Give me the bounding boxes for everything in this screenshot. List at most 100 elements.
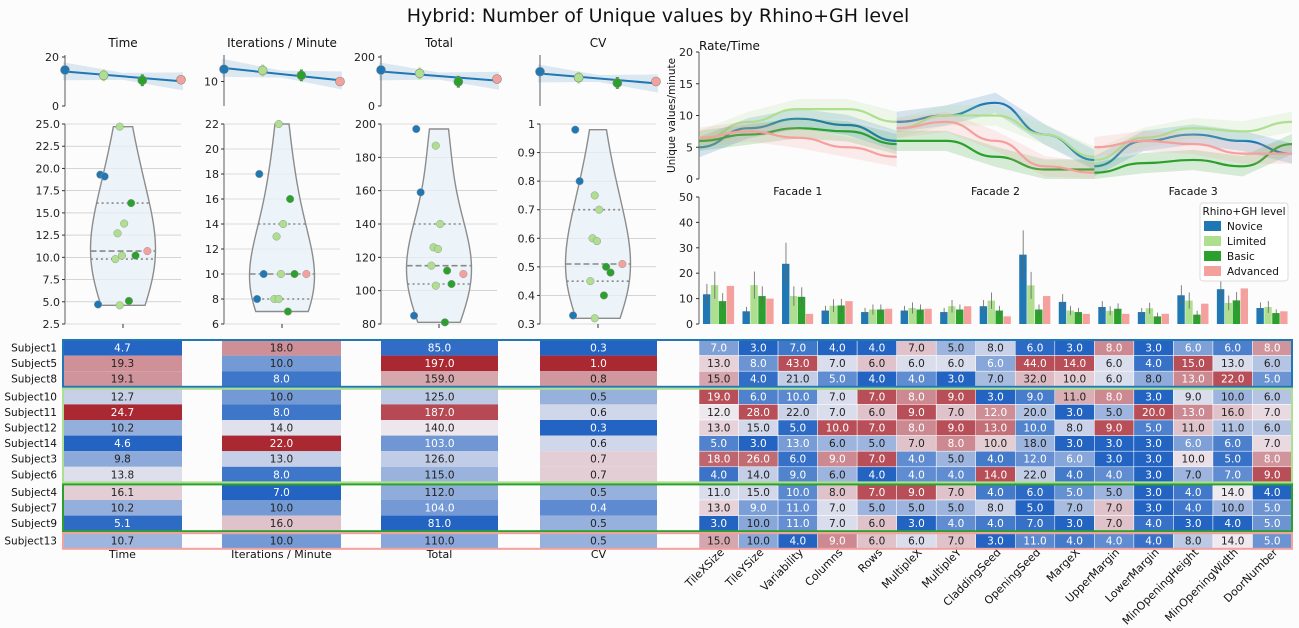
- data-point-limited: [431, 281, 440, 290]
- legend-swatch-basic: [1204, 251, 1221, 261]
- bar-advanced: [1082, 313, 1090, 324]
- param-cell-value: 7.0: [1264, 407, 1281, 419]
- bar-limited: [1224, 302, 1233, 324]
- param-cell-value: 8.0: [1185, 536, 1202, 548]
- param-cell-value: 10.0: [1181, 454, 1204, 466]
- legend-label-novice: Novice: [1227, 221, 1263, 233]
- param-cell-value: 4.0: [987, 518, 1004, 530]
- bar-basic: [1114, 308, 1122, 324]
- data-point-limited: [274, 119, 283, 129]
- metric-cell-value: 8.0: [273, 374, 290, 386]
- metric-cell-value: 0.3: [590, 343, 607, 355]
- rate-ci-band-limited: [699, 98, 897, 152]
- row-label: Subject12: [4, 423, 57, 435]
- y-tick-label: 10: [679, 110, 693, 123]
- bar-novice: [900, 310, 909, 324]
- data-point-limited: [276, 269, 286, 279]
- metric-cell: [63, 355, 182, 372]
- metric-cell: [222, 371, 341, 387]
- y-tick-label: 160: [355, 185, 376, 198]
- param-cell-value: 7.0: [1224, 469, 1241, 481]
- param-cell-value: 26.0: [747, 454, 770, 466]
- param-cell-value: 3.0: [1185, 518, 1202, 530]
- metric-cell-value: 103.0: [424, 438, 454, 450]
- param-cell-value: 13.0: [707, 503, 730, 515]
- bar-advanced: [766, 298, 774, 324]
- metric-cell: [63, 340, 182, 356]
- param-cell-value: 7.0: [789, 343, 806, 355]
- rate-line-advanced: [698, 130, 897, 158]
- param-cell-value: 4.0: [987, 454, 1004, 466]
- param-cell-value: 3.0: [1066, 518, 1083, 530]
- metric-cell-value: 13.8: [111, 469, 134, 481]
- rate-line-limited: [698, 108, 897, 142]
- y-tick-label: 12: [205, 243, 219, 256]
- bar-basic: [916, 309, 924, 324]
- param-cell-value: 4.0: [1145, 358, 1162, 370]
- param-column-label: MinOpeningHeight: [1120, 545, 1202, 627]
- metric-cell: [63, 484, 182, 500]
- row-label: Subject5: [11, 358, 57, 370]
- mean-point-limited: [573, 72, 584, 83]
- param-cell-value: 10.0: [826, 423, 849, 435]
- row-label: Subject8: [11, 374, 57, 386]
- metric-cell-value: 197.0: [424, 358, 454, 370]
- data-point-advanced: [302, 269, 311, 279]
- param-cell-value: 3.0: [1106, 438, 1123, 450]
- param-column-label: MinOpeningWidth: [1162, 546, 1240, 624]
- group-border-basic: [62, 483, 1293, 533]
- y-tick-label: 22.5: [36, 140, 61, 153]
- row-label: Subject14: [4, 438, 57, 450]
- bar-limited: [1027, 285, 1035, 324]
- param-cell-value: 10.0: [984, 438, 1007, 450]
- rate-line-basic: [1094, 142, 1293, 174]
- param-cell-value: 3.0: [1066, 438, 1083, 450]
- param-cell-value: 10.0: [786, 391, 809, 403]
- data-point-basic: [602, 262, 611, 271]
- param-column-label: Variability: [758, 546, 806, 594]
- bar-limited: [1145, 308, 1154, 324]
- parameter-bar-chart: 0 10 20 30 40 50 Rhino+GH level Novice Limited Ba…: [679, 191, 1289, 331]
- bar-limited: [750, 285, 758, 324]
- y-tick-label: 10.0: [36, 251, 61, 264]
- metric-cell: [540, 515, 657, 532]
- metric-cell-value: 4.6: [114, 438, 131, 450]
- legend-label-limited: Limited: [1227, 236, 1266, 248]
- param-cell-value: 7.0: [948, 407, 965, 419]
- metric-cell: [381, 500, 498, 516]
- param-cell-value: 6.0: [1106, 358, 1123, 370]
- param-cell-value: 6.0: [869, 358, 886, 370]
- metric-cell: [222, 355, 341, 372]
- param-cell-value: 6.0: [948, 358, 965, 370]
- param-cell-value: 4.0: [948, 518, 965, 530]
- param-cell-value: 14.0: [984, 469, 1007, 481]
- param-cell-value: 6.0: [1027, 343, 1044, 355]
- mean-point-basic: [296, 70, 307, 81]
- param-cell-value: 8.0: [1264, 454, 1281, 466]
- metric-cell: [222, 340, 341, 356]
- param-cell-value: 13.0: [984, 423, 1007, 435]
- metric-cell: [222, 451, 341, 467]
- y-tick-label: 10: [205, 268, 219, 281]
- y-tick-label: 25.0: [36, 118, 61, 131]
- mean-point-advanced: [651, 76, 661, 87]
- metric-cell: [222, 404, 341, 420]
- y-tick-label: 40: [679, 216, 693, 229]
- param-column-label: MargeX: [1044, 546, 1083, 585]
- param-cell-value: 4.0: [1066, 469, 1083, 481]
- metric-cell-value: 0.6: [590, 407, 607, 419]
- param-cell-value: 9.0: [1027, 391, 1044, 403]
- data-point-novice: [253, 294, 262, 304]
- data-point-limited: [120, 219, 129, 228]
- metric-cell-value: 140.0: [424, 423, 454, 435]
- y-tick-label: 12.5: [36, 229, 61, 242]
- param-cell-value: 6.0: [750, 391, 767, 403]
- param-cell-value: 10.0: [1063, 374, 1086, 386]
- metric-cell-value: 16.0: [270, 518, 293, 530]
- param-cell-value: 7.0: [1185, 469, 1202, 481]
- param-cell-value: 7.0: [869, 423, 886, 435]
- param-cell-value: 6.0: [1264, 358, 1281, 370]
- data-point-limited: [274, 294, 283, 304]
- param-cell-value: 7.0: [829, 503, 846, 515]
